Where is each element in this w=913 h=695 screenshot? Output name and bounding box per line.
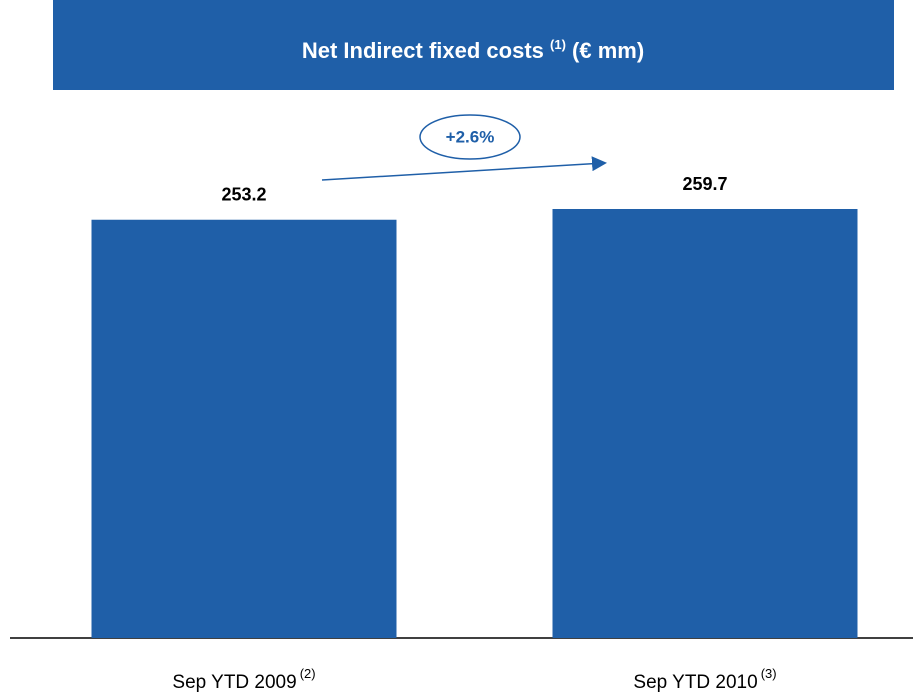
bar <box>552 209 858 638</box>
annotation: +2.6% <box>446 127 495 146</box>
x-tick-label: Sep YTD 2009 (2) <box>172 666 315 693</box>
title-unit: (€ mm) <box>572 38 644 63</box>
category-name: Sep YTD 2009 <box>172 672 296 693</box>
chart-title: Net Indirect fixed costs (1) (€ mm) <box>302 32 644 63</box>
value-label: 253.2 <box>221 184 266 204</box>
value-label: 259.7 <box>682 174 727 194</box>
title-note: (1) <box>550 37 566 52</box>
title-banner <box>53 0 894 90</box>
x-tick-label: Sep YTD 2010 (3) <box>633 666 776 693</box>
category-note: (2) <box>300 666 316 681</box>
growth-arrow <box>321 156 607 181</box>
category-note: (3) <box>761 666 777 681</box>
annotation-bubble <box>419 114 521 160</box>
category-name: Sep YTD 2010 <box>633 672 757 693</box>
bar <box>91 219 397 638</box>
title-text: Net Indirect fixed costs <box>302 38 544 63</box>
